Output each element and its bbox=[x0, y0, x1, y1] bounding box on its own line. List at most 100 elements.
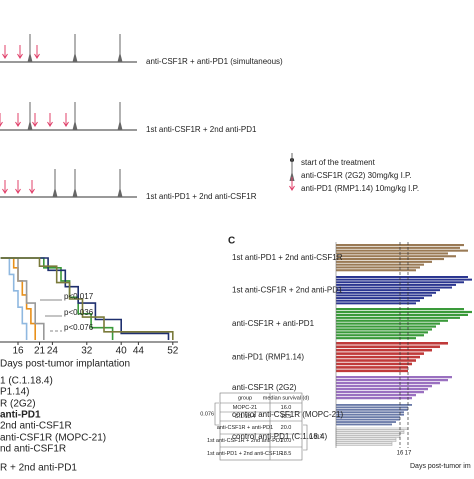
bar bbox=[335, 431, 405, 434]
bar bbox=[336, 260, 432, 263]
bar bbox=[336, 334, 424, 337]
x-tick-label: 44 bbox=[133, 346, 145, 357]
bar bbox=[336, 382, 440, 385]
pd1-arrow-head bbox=[29, 188, 35, 194]
bar bbox=[335, 435, 401, 438]
bar bbox=[336, 345, 440, 349]
table-cell: 18.5 bbox=[281, 451, 292, 457]
row-label: 1st anti-CSF1R + 2nd anti-PD1 bbox=[146, 125, 257, 134]
pd1-arrow-head bbox=[289, 185, 295, 191]
x-tick-label: 16 bbox=[397, 451, 404, 457]
pd1-arrow-head bbox=[63, 121, 69, 127]
bar bbox=[336, 397, 412, 400]
group-label: anti-CSF1R (2G2) bbox=[232, 383, 297, 392]
row-label: anti-CSF1R + anti-PD1 (simultaneous) bbox=[146, 57, 283, 66]
table-cell: 1st anti-CSF1R + 2nd anti-PD1 bbox=[207, 438, 283, 444]
table-cell: MOPC-21 bbox=[233, 405, 257, 411]
bar bbox=[336, 289, 440, 292]
table-cell: C.1.18.4 bbox=[235, 414, 256, 420]
bar bbox=[336, 388, 428, 391]
legend-label: P1.14) bbox=[0, 387, 29, 398]
csf1r-triangle bbox=[72, 120, 78, 130]
csf1r-triangle bbox=[72, 187, 78, 197]
bar bbox=[336, 249, 468, 252]
bar bbox=[335, 439, 397, 442]
bar bbox=[336, 379, 448, 382]
bar bbox=[336, 369, 408, 373]
bar bbox=[336, 408, 408, 411]
pd1-arrow-head bbox=[32, 121, 38, 127]
x-tick-label: 17 bbox=[405, 451, 412, 457]
bar bbox=[336, 310, 472, 314]
bar bbox=[336, 322, 440, 325]
table-cell: 20.0 bbox=[281, 425, 292, 431]
bar bbox=[335, 437, 397, 440]
bar bbox=[336, 246, 460, 249]
bar bbox=[336, 423, 392, 426]
legend-label: nd anti-CSF1R bbox=[0, 444, 66, 455]
csf1r-triangle bbox=[289, 171, 295, 181]
legend-label: anti-CSF1R (MOPC-21) bbox=[0, 433, 106, 444]
csf1r-triangle bbox=[27, 120, 33, 130]
legend-label: anti-PD1 (RMP1.14) 10mg/kg I.P. bbox=[301, 184, 419, 193]
bar bbox=[336, 278, 472, 281]
bar bbox=[336, 362, 412, 366]
bar bbox=[336, 328, 432, 331]
bar bbox=[336, 376, 452, 379]
p-value: p<0.017 bbox=[64, 292, 94, 301]
bar bbox=[336, 316, 460, 319]
legend-label: R + 2nd anti-PD1 bbox=[0, 463, 77, 474]
pd1-arrow-head bbox=[15, 188, 21, 194]
group-label: 1st anti-PD1 + 2nd anti-CSF1R bbox=[232, 253, 343, 262]
pd1-arrow-head bbox=[15, 121, 21, 127]
x-tick-label: 40 bbox=[116, 346, 128, 357]
bar bbox=[335, 441, 393, 444]
pd1-arrow-head bbox=[0, 121, 3, 127]
survival-curve bbox=[0, 257, 170, 340]
bar bbox=[336, 366, 408, 369]
bar bbox=[336, 291, 436, 294]
bracket-p: 0.017 bbox=[309, 434, 323, 440]
bar bbox=[336, 255, 456, 258]
x-tick-label: 16 bbox=[12, 346, 24, 357]
legend-label: R (2G2) bbox=[0, 399, 36, 410]
legend-label: start of the treatment bbox=[301, 158, 376, 167]
bar bbox=[335, 427, 409, 430]
bar bbox=[336, 413, 404, 416]
bar bbox=[336, 355, 420, 359]
csf1r-triangle bbox=[52, 187, 58, 197]
bar bbox=[335, 443, 393, 446]
bar bbox=[336, 244, 464, 247]
table-cell: group bbox=[238, 395, 252, 401]
survival-curve bbox=[0, 257, 28, 340]
csf1r-triangle bbox=[117, 187, 123, 197]
group-label: anti-CSF1R + anti-PD1 bbox=[232, 319, 315, 328]
table-frame bbox=[219, 392, 303, 461]
bar bbox=[336, 352, 424, 355]
bar bbox=[335, 429, 405, 432]
bar bbox=[336, 331, 428, 334]
bar bbox=[336, 263, 424, 266]
bar bbox=[336, 276, 468, 278]
bar bbox=[336, 302, 416, 305]
p-value: p<0.036 bbox=[64, 308, 94, 317]
table-cell: 15.5 bbox=[281, 414, 292, 420]
table-cell: anti-CSF1R + anti-PD1 bbox=[217, 425, 273, 431]
bar bbox=[336, 391, 424, 394]
csf1r-triangle bbox=[72, 52, 78, 62]
bar bbox=[336, 299, 420, 302]
bar bbox=[336, 418, 400, 421]
csf1r-triangle bbox=[117, 120, 123, 130]
table-cell: 16.0 bbox=[281, 405, 292, 411]
group-label: control anti-PD1 (C.1.18.4) bbox=[232, 432, 327, 441]
table-cell: 1st anti-PD1 + 2nd anti-CSF1R bbox=[207, 451, 283, 457]
bar bbox=[336, 394, 416, 397]
bracket bbox=[214, 402, 219, 426]
p-value: p<0.076 bbox=[64, 323, 94, 332]
bar bbox=[336, 416, 400, 419]
bar bbox=[336, 325, 436, 328]
group-label: 1st anti-CSF1R + 2nd anti-PD1 bbox=[232, 286, 343, 295]
table-cell: median survival (d) bbox=[263, 395, 310, 401]
bar bbox=[336, 269, 416, 272]
